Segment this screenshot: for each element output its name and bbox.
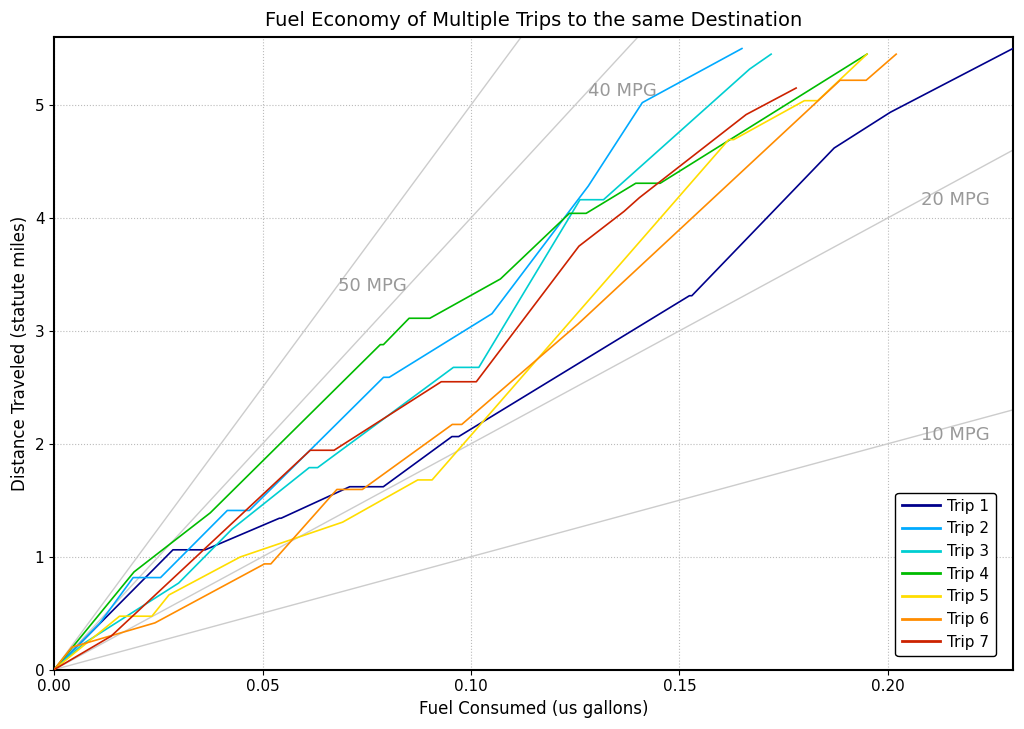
Legend: Trip 1, Trip 2, Trip 3, Trip 4, Trip 5, Trip 6, Trip 7: Trip 1, Trip 2, Trip 3, Trip 4, Trip 5, … xyxy=(895,493,995,655)
Trip 6 xyxy=(148,618,161,627)
Trip 7 xyxy=(511,323,523,332)
Trip 7 xyxy=(583,234,595,243)
Trip 6 xyxy=(241,569,253,577)
Trip 3 xyxy=(765,50,777,58)
Trip 3 xyxy=(464,363,476,372)
Trip 1 xyxy=(449,432,461,441)
Trip 2 xyxy=(611,136,624,145)
Trip 3 xyxy=(221,529,233,538)
Trip 3 xyxy=(133,604,145,613)
Trip 4 xyxy=(574,209,587,218)
Trip 4 xyxy=(248,465,260,474)
Trip 5 xyxy=(624,249,636,257)
Trip 3 xyxy=(398,399,411,408)
Trip 2 xyxy=(164,564,176,572)
Trip 1 xyxy=(706,271,718,280)
Trip 4 xyxy=(194,517,206,526)
Line: Trip 5: Trip 5 xyxy=(54,54,867,670)
Trip 4 xyxy=(243,470,255,479)
Trip 2 xyxy=(541,236,553,245)
Trip 6 xyxy=(413,445,425,453)
Trip 4 xyxy=(48,666,60,674)
Trip 5 xyxy=(519,368,531,377)
Trip 1 xyxy=(1007,44,1019,53)
Trip 2 xyxy=(281,469,293,478)
Trip 4 xyxy=(155,547,167,555)
Trip 1 xyxy=(600,342,612,351)
Trip 7 xyxy=(99,635,112,644)
Trip 7 xyxy=(790,84,802,93)
Trip 6 xyxy=(247,566,259,574)
Trip 2 xyxy=(98,612,111,621)
Trip 1 xyxy=(561,366,573,375)
Line: Trip 4: Trip 4 xyxy=(54,54,867,670)
X-axis label: Fuel Consumed (us gallons): Fuel Consumed (us gallons) xyxy=(419,700,648,718)
Trip 6 xyxy=(890,50,902,58)
Trip 2 xyxy=(736,44,749,53)
Line: Trip 2: Trip 2 xyxy=(54,49,742,670)
Trip 7 xyxy=(174,567,186,576)
Trip 3 xyxy=(48,666,60,674)
Text: 50 MPG: 50 MPG xyxy=(338,277,407,295)
Line: Trip 7: Trip 7 xyxy=(54,88,796,670)
Trip 5 xyxy=(486,406,499,415)
Trip 2 xyxy=(48,666,60,674)
Trip 2 xyxy=(602,152,614,160)
Trip 6 xyxy=(589,304,601,313)
Trip 4 xyxy=(392,324,404,333)
Trip 3 xyxy=(250,505,262,514)
Text: 10 MPG: 10 MPG xyxy=(922,426,990,444)
Line: Trip 3: Trip 3 xyxy=(54,54,771,670)
Trip 6 xyxy=(189,597,202,606)
Y-axis label: Distance Traveled (statute miles): Distance Traveled (statute miles) xyxy=(11,216,29,491)
Trip 5 xyxy=(48,666,60,674)
Trip 7 xyxy=(394,403,407,412)
Trip 7 xyxy=(48,666,60,674)
Trip 4 xyxy=(861,50,873,58)
Trip 3 xyxy=(226,525,239,534)
Trip 1 xyxy=(48,666,60,674)
Trip 5 xyxy=(861,50,873,58)
Line: Trip 1: Trip 1 xyxy=(54,49,1013,670)
Title: Fuel Economy of Multiple Trips to the same Destination: Fuel Economy of Multiple Trips to the sa… xyxy=(265,11,802,30)
Text: 20 MPG: 20 MPG xyxy=(922,191,990,208)
Trip 5 xyxy=(726,136,738,144)
Trip 7 xyxy=(410,394,422,402)
Trip 6 xyxy=(48,666,60,674)
Trip 5 xyxy=(325,522,337,531)
Trip 1 xyxy=(384,477,396,486)
Line: Trip 6: Trip 6 xyxy=(54,54,896,670)
Trip 5 xyxy=(383,492,395,501)
Text: 40 MPG: 40 MPG xyxy=(588,82,656,101)
Trip 1 xyxy=(835,139,847,148)
